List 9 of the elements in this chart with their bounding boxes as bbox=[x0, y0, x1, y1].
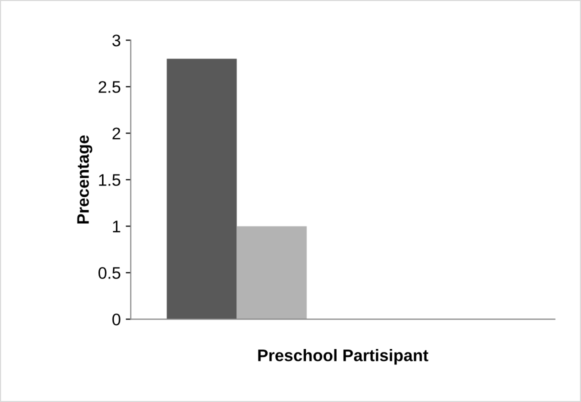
y-tick-label: 2.5 bbox=[98, 81, 120, 93]
y-tick-label: 0 bbox=[112, 314, 120, 326]
y-axis-title: Precentage bbox=[77, 135, 92, 224]
x-axis-title: Preschool Partisipant bbox=[258, 349, 428, 365]
y-tick-label: 3 bbox=[112, 34, 120, 46]
y-tick-label: 1 bbox=[113, 220, 120, 232]
y-tick-label: 0.5 bbox=[98, 267, 120, 279]
y-tick-label: 1.5 bbox=[99, 174, 120, 186]
y-tick-label: 2 bbox=[112, 128, 120, 140]
